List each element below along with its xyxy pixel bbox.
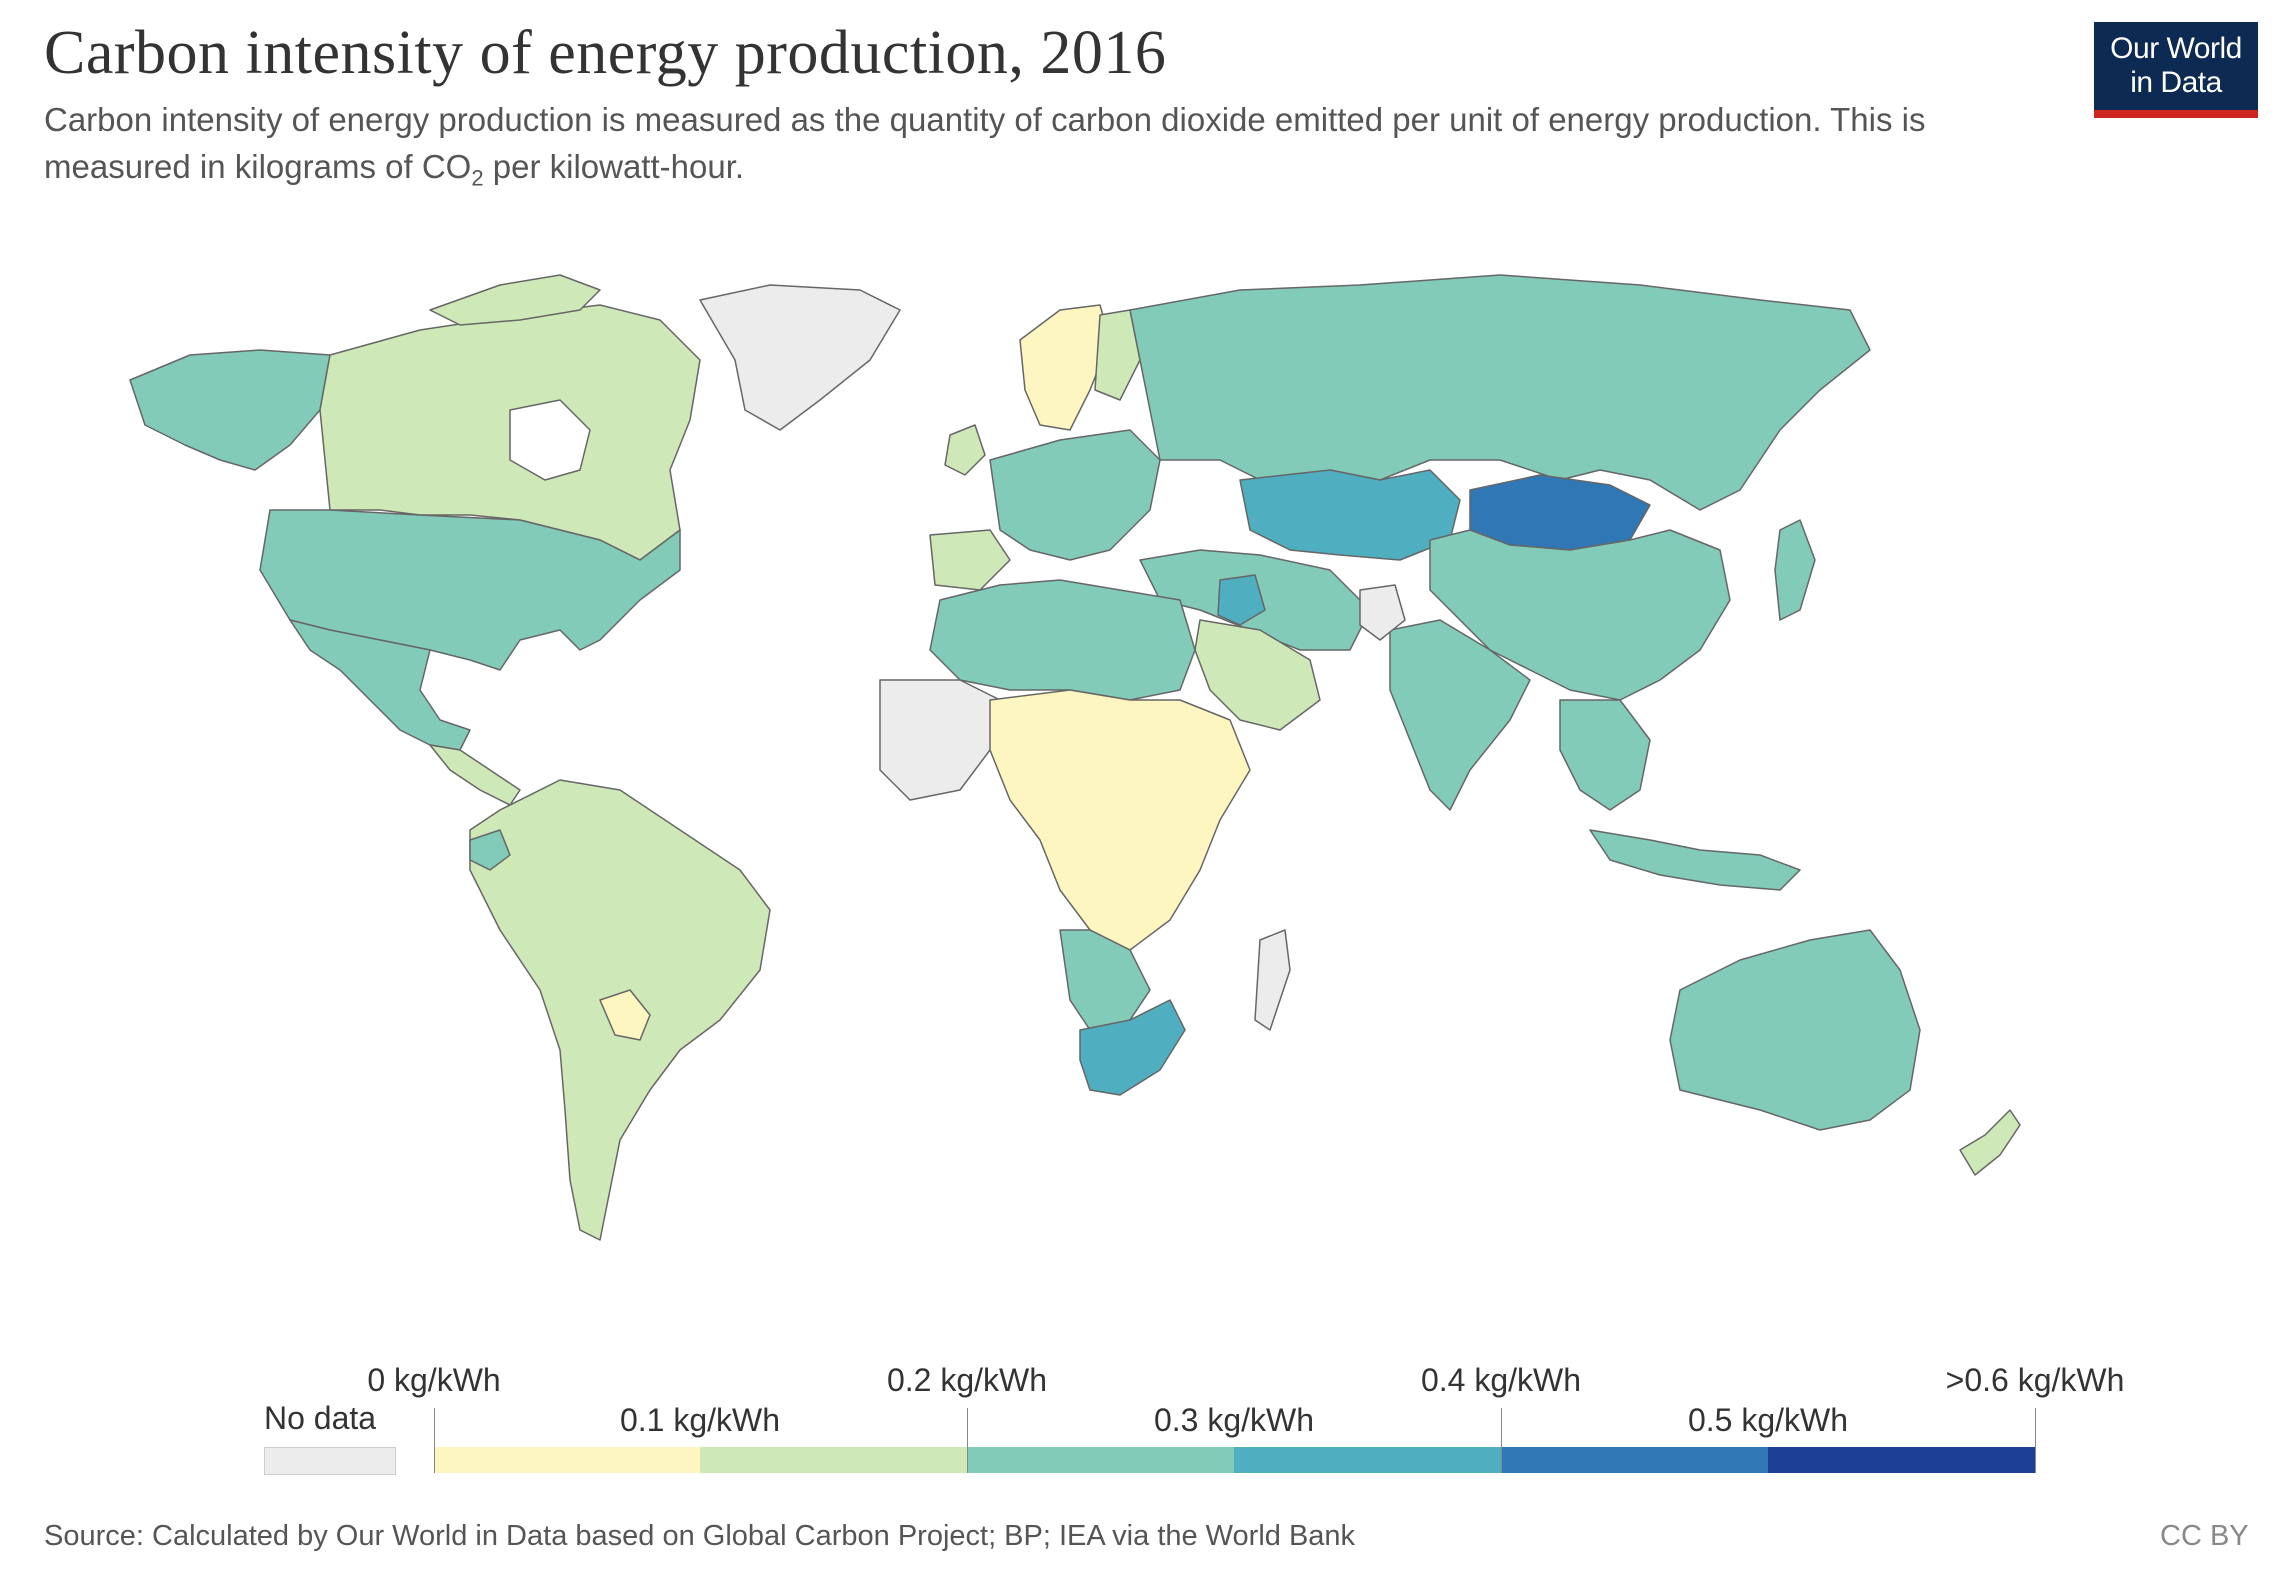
region-scandinavia[interactable]: [1019, 304, 1111, 431]
license-badge[interactable]: CC BY: [2160, 1520, 2249, 1552]
legend-label-03: 0.3 kg/kWh: [1153, 1402, 1315, 1438]
region-australia[interactable]: [1669, 929, 1921, 1131]
region-kazakhstan[interactable]: [1239, 469, 1461, 561]
region-south-africa[interactable]: [1079, 999, 1186, 1096]
region-southeast-asia[interactable]: [1559, 699, 1651, 811]
legend-bin-0-01[interactable]: [434, 1447, 700, 1473]
region-ecuador[interactable]: [469, 829, 511, 871]
region-paraguay[interactable]: [599, 989, 651, 1041]
region-alaska[interactable]: [129, 349, 331, 471]
legend-tick-06: [2035, 1408, 2036, 1473]
region-iraq[interactable]: [1217, 574, 1266, 626]
legend-bin-04-05[interactable]: [1501, 1447, 1768, 1473]
region-mongolia[interactable]: [1469, 474, 1651, 551]
legend-tick-04: [1501, 1408, 1502, 1473]
subtitle-text: Carbon intensity of energy production is…: [44, 101, 1926, 185]
map-subtitle: Carbon intensity of energy production is…: [44, 96, 2024, 202]
region-madagascar[interactable]: [1254, 929, 1291, 1031]
source-note: Source: Calculated by Our World in Data …: [44, 1520, 1356, 1552]
region-afghanistan[interactable]: [1359, 584, 1406, 641]
logo-line-1: Our World: [2110, 32, 2242, 65]
subtitle-subscript: 2: [471, 165, 484, 191]
region-russia[interactable]: [1129, 274, 1871, 511]
logo-line-2: in Data: [2130, 66, 2222, 99]
legend-tick-02: [967, 1408, 968, 1473]
legend-label-05: 0.5 kg/kWh: [1687, 1402, 1849, 1438]
legend-bin-02-03[interactable]: [967, 1447, 1234, 1473]
world-map: [129, 274, 2021, 1241]
subtitle-text-end: per kilowatt-hour.: [483, 148, 745, 185]
legend-bin-03-04[interactable]: [1234, 1447, 1501, 1473]
region-japan[interactable]: [1774, 519, 1816, 621]
legend-no-data-swatch[interactable]: [264, 1447, 396, 1475]
legend-label-0: 0 kg/kWh: [367, 1362, 501, 1398]
region-southern-africa[interactable]: [1059, 929, 1151, 1031]
region-indonesia[interactable]: [1589, 829, 1801, 891]
hudson-bay: [509, 399, 591, 481]
region-india[interactable]: [1389, 619, 1531, 811]
region-new-zealand[interactable]: [1959, 1109, 2021, 1176]
region-mexico[interactable]: [289, 619, 471, 751]
region-arctic-islands[interactable]: [429, 274, 601, 326]
legend-bin-01-02[interactable]: [700, 1447, 967, 1473]
region-north-africa[interactable]: [929, 579, 1196, 701]
owid-logo[interactable]: Our World in Data: [2094, 22, 2258, 118]
region-greenland[interactable]: [699, 284, 901, 431]
color-legend: No data 0 kg/kWh 0.2 kg/kWh 0.4 kg/kWh >…: [0, 1300, 2280, 1500]
region-saudi-arabia[interactable]: [1194, 619, 1321, 731]
legend-label-06: >0.6 kg/kWh: [1945, 1362, 2125, 1398]
legend-no-data-label: No data: [264, 1400, 377, 1436]
legend-label-02: 0.2 kg/kWh: [886, 1362, 1048, 1398]
legend-tick-0: [434, 1408, 435, 1473]
region-china[interactable]: [1429, 529, 1731, 701]
region-central-africa[interactable]: [989, 689, 1251, 951]
region-west-africa[interactable]: [879, 679, 1001, 801]
legend-bin-05-06[interactable]: [1768, 1447, 2035, 1473]
map-title: Carbon intensity of energy production, 2…: [44, 19, 1167, 87]
region-europe[interactable]: [989, 429, 1161, 561]
region-central-america[interactable]: [429, 744, 521, 806]
region-iberia[interactable]: [929, 529, 1011, 591]
region-uk[interactable]: [944, 424, 986, 476]
legend-label-04: 0.4 kg/kWh: [1420, 1362, 1582, 1398]
region-finland[interactable]: [1094, 309, 1141, 401]
legend-label-01: 0.1 kg/kWh: [619, 1402, 781, 1438]
